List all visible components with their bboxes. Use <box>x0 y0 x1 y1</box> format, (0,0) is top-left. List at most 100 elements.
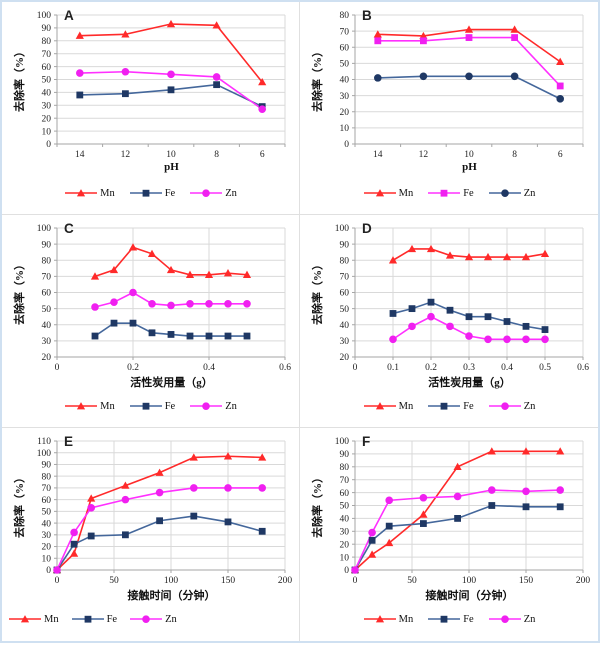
legend-marker-zn-icon <box>190 402 223 410</box>
svg-text:150: 150 <box>221 576 236 586</box>
svg-text:30: 30 <box>340 528 350 538</box>
x-axis-title: 接触时间（分钟） <box>425 590 514 602</box>
legend-C: Mn Fe Zn <box>2 400 299 412</box>
svg-text:50: 50 <box>340 502 350 512</box>
legend-item-mn: Mn <box>363 187 414 199</box>
svg-text:60: 60 <box>340 489 350 499</box>
legend-marker-mn-icon <box>363 402 396 410</box>
svg-text:0: 0 <box>353 363 358 373</box>
svg-text:20: 20 <box>42 114 52 124</box>
svg-text:50: 50 <box>407 576 417 586</box>
svg-text:14: 14 <box>373 150 383 160</box>
legend-item-fe: Fe <box>129 187 175 199</box>
legend-item-zn: Zn <box>189 187 237 199</box>
panel-B: 去除率（%） 0 10 20 30 40 50 60 70 80 14 12 10 8 6 B pH Mn… <box>300 2 598 215</box>
svg-text:14: 14 <box>75 150 85 160</box>
svg-text:6: 6 <box>558 150 563 160</box>
legend-marker-fe-icon <box>129 402 162 410</box>
svg-text:30: 30 <box>42 102 52 112</box>
legend-label-zn: Zn <box>523 613 536 625</box>
svg-text:80: 80 <box>340 11 350 21</box>
legend-item-zn: Zn <box>189 400 237 412</box>
svg-text:50: 50 <box>109 576 119 586</box>
legend-marker-fe-icon <box>428 615 461 623</box>
legend-marker-mn-icon <box>9 615 41 623</box>
legend-D: Mn Fe Zn <box>300 400 598 412</box>
svg-text:10: 10 <box>42 554 52 564</box>
legend-label-mn: Mn <box>398 187 414 199</box>
svg-text:70: 70 <box>340 273 350 283</box>
svg-text:200: 200 <box>576 576 591 586</box>
svg-text:12: 12 <box>419 150 429 160</box>
svg-text:100: 100 <box>462 576 477 586</box>
panel-F: 去除率（%） 0 10 20 30 40 50 60 70 80 90 100 0 50 100 150 20… <box>300 428 598 641</box>
svg-text:0.5: 0.5 <box>539 363 551 373</box>
svg-text:90: 90 <box>340 450 350 460</box>
svg-text:0: 0 <box>55 576 60 586</box>
panel-letter-A: A <box>64 8 74 23</box>
panel-A: 去除率（%） 0 10 20 30 40 50 60 70 80 90 100 14 12 10 8 6 A … <box>2 2 300 215</box>
svg-text:0: 0 <box>55 363 60 373</box>
legend-B: Mn Fe Zn <box>300 187 598 199</box>
svg-text:8: 8 <box>214 150 219 160</box>
legend-marker-mn-icon <box>363 189 396 197</box>
legend-item-mn: Mn <box>363 400 414 412</box>
svg-text:70: 70 <box>42 273 52 283</box>
svg-text:80: 80 <box>340 463 350 473</box>
x-axis-title: 接触时间（分钟） <box>127 590 216 602</box>
svg-text:70: 70 <box>42 50 52 60</box>
legend-label-mn: Mn <box>44 613 59 625</box>
x-axis-title: pH <box>164 161 179 173</box>
plot-area-F: 0 10 20 30 40 50 60 70 80 90 100 0 50 100 150 200 <box>335 437 591 586</box>
legend-label-fe: Fe <box>463 400 474 412</box>
svg-text:100: 100 <box>37 11 52 21</box>
svg-text:0.1: 0.1 <box>387 363 399 373</box>
panel-letter-B: B <box>362 8 372 23</box>
panel-C: 去除率（%） 20 30 40 50 60 70 80 90 100 0 0.2 0.4 0.6 C 活… <box>2 215 300 428</box>
svg-text:40: 40 <box>42 89 52 99</box>
svg-text:20: 20 <box>42 353 52 363</box>
svg-text:80: 80 <box>42 37 52 47</box>
legend-item-fe: Fe <box>427 187 474 199</box>
legend-item-mn: Mn <box>64 400 115 412</box>
svg-text:30: 30 <box>340 92 350 102</box>
svg-text:40: 40 <box>42 519 52 529</box>
legend-label-mn: Mn <box>398 400 414 412</box>
svg-text:90: 90 <box>42 461 52 471</box>
svg-text:10: 10 <box>42 127 52 137</box>
x-axis-title: pH <box>462 161 477 173</box>
svg-text:10: 10 <box>166 150 176 160</box>
svg-text:60: 60 <box>42 496 52 506</box>
svg-text:30: 30 <box>340 337 350 347</box>
legend-item-zn: Zn <box>129 613 177 625</box>
svg-text:50: 50 <box>340 60 350 70</box>
svg-text:100: 100 <box>37 224 52 234</box>
legend-item-fe: Fe <box>427 613 474 625</box>
legend-item-mn: Mn <box>363 613 413 625</box>
svg-text:100: 100 <box>37 449 52 459</box>
svg-text:50: 50 <box>42 508 52 518</box>
legend-item-zn: Zn <box>488 187 535 199</box>
svg-text:0: 0 <box>46 140 51 150</box>
legend-item-mn: Mn <box>8 613 59 625</box>
legend-item-mn: Mn <box>64 187 115 199</box>
panel-E: 去除率（%） 0 10 20 30 40 50 60 70 80 90 100 110 0 50 100 15… <box>2 428 300 641</box>
legend-item-fe: Fe <box>71 613 117 625</box>
svg-text:0.4: 0.4 <box>203 363 215 373</box>
svg-text:0: 0 <box>344 566 349 576</box>
svg-text:110: 110 <box>37 437 51 447</box>
legend-marker-fe-icon <box>71 615 104 623</box>
svg-text:100: 100 <box>335 224 350 234</box>
svg-text:50: 50 <box>42 76 52 86</box>
plot-area-D: 20 30 40 50 60 70 80 90 100 0 0.1 0.2 0.3 0.4 0.5 0.6 <box>335 224 589 373</box>
svg-text:0: 0 <box>344 140 349 150</box>
plot-area-B: 0 10 20 30 40 50 60 70 80 14 12 10 8 6 <box>340 11 584 160</box>
svg-text:40: 40 <box>42 321 52 331</box>
legend-A: Mn Fe Zn <box>2 187 299 199</box>
svg-text:70: 70 <box>42 484 52 494</box>
panel-letter-D: D <box>362 221 372 236</box>
legend-F: Mn Fe Zn <box>300 613 598 625</box>
svg-text:80: 80 <box>340 256 350 266</box>
legend-label-zn: Zn <box>225 187 237 199</box>
svg-text:150: 150 <box>519 576 534 586</box>
